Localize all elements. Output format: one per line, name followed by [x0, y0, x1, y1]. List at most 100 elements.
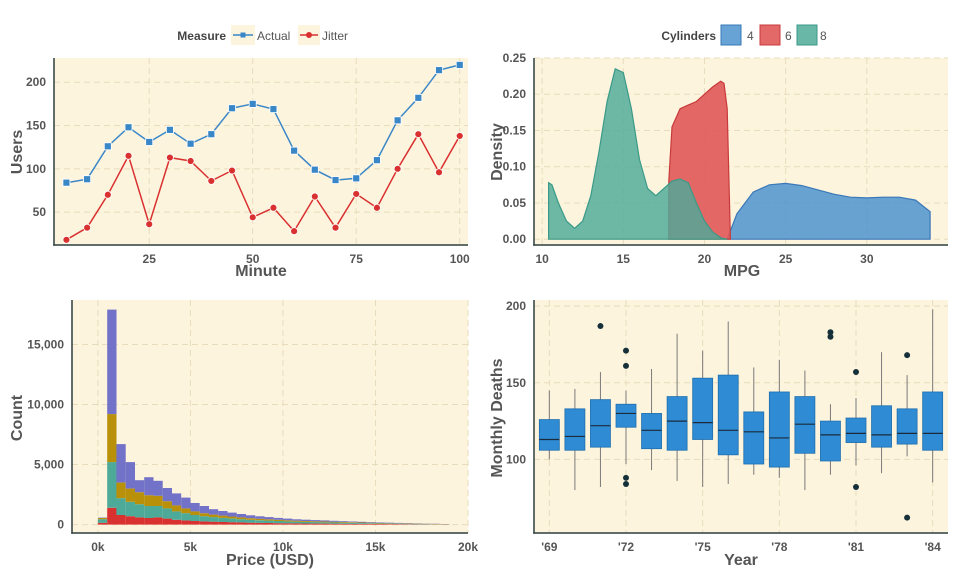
outlier-point [827, 334, 833, 340]
x-axis-title: MPG [724, 263, 760, 280]
histogram-bar-purple [274, 518, 283, 520]
histogram-bar-purple [292, 519, 301, 520]
histogram-bar-red [264, 523, 273, 525]
histogram-bar-red [376, 524, 385, 525]
histogram-bar-red [227, 522, 236, 524]
x-tick-label: 20k [458, 540, 478, 554]
y-tick-label: 100 [26, 162, 46, 176]
x-tick-label: 15 [617, 252, 631, 266]
box-iqr [667, 397, 687, 451]
histogram-bar-green [200, 516, 209, 521]
legend-label-8: 8 [820, 29, 827, 43]
data-point-jitter [229, 167, 236, 174]
data-point-jitter [456, 132, 463, 139]
histogram-bar-gold [237, 517, 246, 519]
histogram-bar-green [163, 508, 172, 518]
data-point-actual [125, 124, 132, 131]
histogram-bar-green [218, 518, 227, 522]
data-point-jitter [311, 193, 318, 200]
histogram-bar-purple [126, 462, 135, 488]
legend-title: Cylinders [661, 29, 716, 43]
histogram-bar-red [283, 523, 292, 524]
data-point-actual [291, 147, 298, 154]
histogram-bar-red [181, 520, 190, 524]
histogram-bar-purple [385, 523, 394, 524]
legend-item-6: 6 [760, 25, 792, 45]
histogram-bar-green [264, 521, 273, 523]
histogram-bar-red [116, 515, 125, 525]
x-axis-title: Price (USD) [226, 552, 314, 569]
histogram-bar-purple [329, 521, 338, 522]
histogram-bar-green [348, 523, 357, 524]
histogram-bar-purple [264, 517, 273, 519]
data-point-actual [146, 138, 153, 145]
box-iqr [744, 412, 764, 464]
histogram-bar-gold [283, 520, 292, 521]
histogram-bar-purple [107, 310, 116, 415]
histogram-bar-red [172, 520, 181, 525]
x-axis-title: Minute [235, 263, 287, 280]
histogram-bar-gold [366, 523, 375, 524]
y-tick-label: 10,000 [27, 397, 64, 411]
histogram-bar-purple [320, 520, 329, 521]
y-tick-label: 0 [57, 518, 64, 532]
histogram-bar-purple [366, 522, 375, 523]
y-axis-title: Users [9, 130, 26, 175]
histogram-bar-red [153, 517, 162, 524]
histogram-bar-green [311, 522, 320, 523]
data-point-actual [332, 177, 339, 184]
histogram-bar-green [302, 522, 311, 524]
box-iqr [565, 409, 585, 450]
histogram-bar-purple [246, 515, 255, 518]
data-point-jitter [394, 165, 401, 172]
box-iqr [897, 409, 917, 444]
box-iqr [820, 421, 840, 461]
data-point-actual [249, 100, 256, 107]
x-tick-label: '72 [618, 540, 635, 554]
y-tick-label: 100 [506, 452, 526, 466]
histogram-bar-green [126, 502, 135, 516]
histogram-bar-green [320, 522, 329, 523]
y-axis-title: Density [489, 123, 506, 181]
histogram-bar-red [302, 524, 311, 525]
legend-title: Measure [177, 29, 226, 43]
histogram-bar-red [218, 522, 227, 525]
histogram-bar-green [394, 524, 403, 525]
histogram-bar-red [320, 524, 329, 525]
data-point-jitter [187, 158, 194, 165]
histogram-bar-purple [116, 444, 125, 482]
data-point-actual [104, 143, 111, 150]
data-point-jitter [104, 191, 111, 198]
histogram-bar-green [292, 522, 301, 524]
data-point-actual [166, 126, 173, 133]
box-iqr [539, 420, 559, 451]
y-tick-label: 150 [506, 376, 526, 390]
histogram-bar-red [98, 523, 107, 525]
data-point-jitter [125, 152, 132, 159]
histogram-bar-purple [357, 522, 366, 523]
data-point-actual [353, 175, 360, 182]
x-tick-label: '84 [925, 540, 942, 554]
outlier-point [623, 481, 629, 487]
legend-label-jitter: Jitter [322, 29, 348, 43]
histogram-bar-green [153, 506, 162, 517]
histogram-bar-purple [200, 506, 209, 513]
outlier-point [853, 369, 859, 375]
data-point-actual [415, 94, 422, 101]
legend-item-8: 8 [797, 25, 827, 45]
data-point-actual [229, 105, 236, 112]
x-tick-label: 25 [143, 252, 157, 266]
histogram-bar-gold [320, 522, 329, 523]
histogram-bar-purple [190, 503, 199, 511]
histogram-bar-red [274, 523, 283, 524]
histogram-bar-green [98, 519, 107, 523]
histogram-bar-purple [348, 522, 357, 523]
histogram-bar-green [135, 504, 144, 517]
histogram-bar-green [329, 523, 338, 524]
histogram-bar-gold [255, 519, 264, 520]
y-axis-title: Count [9, 394, 26, 441]
